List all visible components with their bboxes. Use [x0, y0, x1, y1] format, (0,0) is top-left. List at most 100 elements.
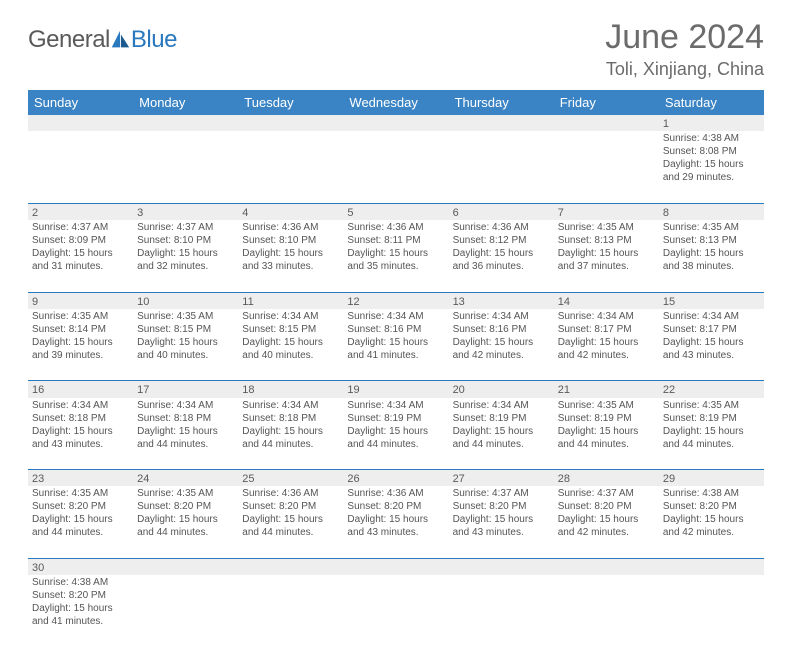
day-number-cell: 14 — [554, 292, 659, 309]
week-number-row: 1 — [28, 115, 764, 131]
day-info: Sunrise: 4:36 AMSunset: 8:10 PMDaylight:… — [242, 221, 339, 273]
day-number-cell: 2 — [28, 203, 133, 220]
day-number-cell — [238, 115, 343, 131]
day-number-cell: 4 — [238, 203, 343, 220]
day-cell: Sunrise: 4:36 AMSunset: 8:12 PMDaylight:… — [449, 220, 554, 292]
calendar-table: SundayMondayTuesdayWednesdayThursdayFrid… — [28, 90, 764, 647]
day-number-cell: 3 — [133, 203, 238, 220]
week-number-row: 16171819202122 — [28, 381, 764, 398]
day-cell: Sunrise: 4:37 AMSunset: 8:09 PMDaylight:… — [28, 220, 133, 292]
week-number-row: 9101112131415 — [28, 292, 764, 309]
day-cell: Sunrise: 4:37 AMSunset: 8:20 PMDaylight:… — [449, 486, 554, 558]
day-cell — [449, 131, 554, 203]
day-cell: Sunrise: 4:34 AMSunset: 8:15 PMDaylight:… — [238, 309, 343, 381]
day-number-cell: 7 — [554, 203, 659, 220]
day-cell — [659, 575, 764, 647]
day-header: Saturday — [659, 90, 764, 115]
day-info: Sunrise: 4:37 AMSunset: 8:10 PMDaylight:… — [137, 221, 234, 273]
day-info: Sunrise: 4:38 AMSunset: 8:20 PMDaylight:… — [663, 487, 760, 539]
day-cell — [343, 575, 448, 647]
day-number-cell — [449, 558, 554, 575]
day-info: Sunrise: 4:34 AMSunset: 8:18 PMDaylight:… — [242, 399, 339, 451]
week-detail-row: Sunrise: 4:35 AMSunset: 8:14 PMDaylight:… — [28, 309, 764, 381]
day-cell: Sunrise: 4:34 AMSunset: 8:17 PMDaylight:… — [554, 309, 659, 381]
day-number-cell: 13 — [449, 292, 554, 309]
sail-icon — [109, 29, 131, 51]
day-cell: Sunrise: 4:38 AMSunset: 8:20 PMDaylight:… — [659, 486, 764, 558]
day-cell: Sunrise: 4:38 AMSunset: 8:20 PMDaylight:… — [28, 575, 133, 647]
day-number-cell: 18 — [238, 381, 343, 398]
day-cell: Sunrise: 4:38 AMSunset: 8:08 PMDaylight:… — [659, 131, 764, 203]
day-info: Sunrise: 4:35 AMSunset: 8:15 PMDaylight:… — [137, 310, 234, 362]
day-number-cell: 12 — [343, 292, 448, 309]
day-cell: Sunrise: 4:37 AMSunset: 8:10 PMDaylight:… — [133, 220, 238, 292]
day-number-cell: 9 — [28, 292, 133, 309]
week-detail-row: Sunrise: 4:34 AMSunset: 8:18 PMDaylight:… — [28, 398, 764, 470]
day-cell: Sunrise: 4:34 AMSunset: 8:19 PMDaylight:… — [343, 398, 448, 470]
day-number-cell: 1 — [659, 115, 764, 131]
day-number-cell — [554, 115, 659, 131]
day-number-cell — [554, 558, 659, 575]
day-number-cell: 27 — [449, 470, 554, 487]
logo: General Blue — [28, 26, 177, 54]
day-info: Sunrise: 4:36 AMSunset: 8:11 PMDaylight:… — [347, 221, 444, 273]
week-number-row: 23242526272829 — [28, 470, 764, 487]
week-detail-row: Sunrise: 4:38 AMSunset: 8:08 PMDaylight:… — [28, 131, 764, 203]
day-info: Sunrise: 4:35 AMSunset: 8:13 PMDaylight:… — [663, 221, 760, 273]
day-number-cell: 5 — [343, 203, 448, 220]
day-number-cell: 10 — [133, 292, 238, 309]
day-cell: Sunrise: 4:34 AMSunset: 8:17 PMDaylight:… — [659, 309, 764, 381]
day-number-cell: 16 — [28, 381, 133, 398]
day-info: Sunrise: 4:34 AMSunset: 8:16 PMDaylight:… — [453, 310, 550, 362]
day-info: Sunrise: 4:34 AMSunset: 8:19 PMDaylight:… — [347, 399, 444, 451]
day-cell — [133, 575, 238, 647]
day-info: Sunrise: 4:34 AMSunset: 8:17 PMDaylight:… — [558, 310, 655, 362]
day-cell — [28, 131, 133, 203]
day-info: Sunrise: 4:37 AMSunset: 8:20 PMDaylight:… — [453, 487, 550, 539]
day-header-row: SundayMondayTuesdayWednesdayThursdayFrid… — [28, 90, 764, 115]
day-cell — [238, 131, 343, 203]
day-number-cell: 15 — [659, 292, 764, 309]
day-number-cell: 28 — [554, 470, 659, 487]
day-cell: Sunrise: 4:36 AMSunset: 8:11 PMDaylight:… — [343, 220, 448, 292]
day-cell: Sunrise: 4:35 AMSunset: 8:15 PMDaylight:… — [133, 309, 238, 381]
day-number-cell — [343, 115, 448, 131]
week-detail-row: Sunrise: 4:35 AMSunset: 8:20 PMDaylight:… — [28, 486, 764, 558]
header: General Blue June 2024 Toli, Xinjiang, C… — [28, 18, 764, 80]
day-header: Monday — [133, 90, 238, 115]
week-detail-row: Sunrise: 4:38 AMSunset: 8:20 PMDaylight:… — [28, 575, 764, 647]
week-number-row: 30 — [28, 558, 764, 575]
day-cell — [343, 131, 448, 203]
day-cell: Sunrise: 4:35 AMSunset: 8:19 PMDaylight:… — [554, 398, 659, 470]
day-info: Sunrise: 4:38 AMSunset: 8:20 PMDaylight:… — [32, 576, 129, 628]
day-cell: Sunrise: 4:36 AMSunset: 8:20 PMDaylight:… — [343, 486, 448, 558]
day-info: Sunrise: 4:34 AMSunset: 8:15 PMDaylight:… — [242, 310, 339, 362]
day-info: Sunrise: 4:36 AMSunset: 8:20 PMDaylight:… — [347, 487, 444, 539]
day-number-cell: 17 — [133, 381, 238, 398]
day-number-cell: 21 — [554, 381, 659, 398]
day-cell: Sunrise: 4:34 AMSunset: 8:18 PMDaylight:… — [133, 398, 238, 470]
day-cell — [554, 575, 659, 647]
day-cell: Sunrise: 4:37 AMSunset: 8:20 PMDaylight:… — [554, 486, 659, 558]
day-header: Wednesday — [343, 90, 448, 115]
logo-text-b: Blue — [131, 26, 177, 54]
day-number-cell — [238, 558, 343, 575]
day-cell: Sunrise: 4:35 AMSunset: 8:13 PMDaylight:… — [554, 220, 659, 292]
day-number-cell: 20 — [449, 381, 554, 398]
day-header: Friday — [554, 90, 659, 115]
week-detail-row: Sunrise: 4:37 AMSunset: 8:09 PMDaylight:… — [28, 220, 764, 292]
location: Toli, Xinjiang, China — [605, 59, 764, 80]
day-number-cell: 6 — [449, 203, 554, 220]
day-info: Sunrise: 4:38 AMSunset: 8:08 PMDaylight:… — [663, 132, 760, 184]
day-info: Sunrise: 4:36 AMSunset: 8:20 PMDaylight:… — [242, 487, 339, 539]
week-number-row: 2345678 — [28, 203, 764, 220]
month-title: June 2024 — [605, 18, 764, 57]
day-info: Sunrise: 4:34 AMSunset: 8:18 PMDaylight:… — [32, 399, 129, 451]
day-info: Sunrise: 4:34 AMSunset: 8:17 PMDaylight:… — [663, 310, 760, 362]
day-number-cell: 23 — [28, 470, 133, 487]
day-cell — [449, 575, 554, 647]
day-number-cell: 11 — [238, 292, 343, 309]
day-number-cell — [28, 115, 133, 131]
day-cell: Sunrise: 4:36 AMSunset: 8:20 PMDaylight:… — [238, 486, 343, 558]
day-info: Sunrise: 4:37 AMSunset: 8:20 PMDaylight:… — [558, 487, 655, 539]
